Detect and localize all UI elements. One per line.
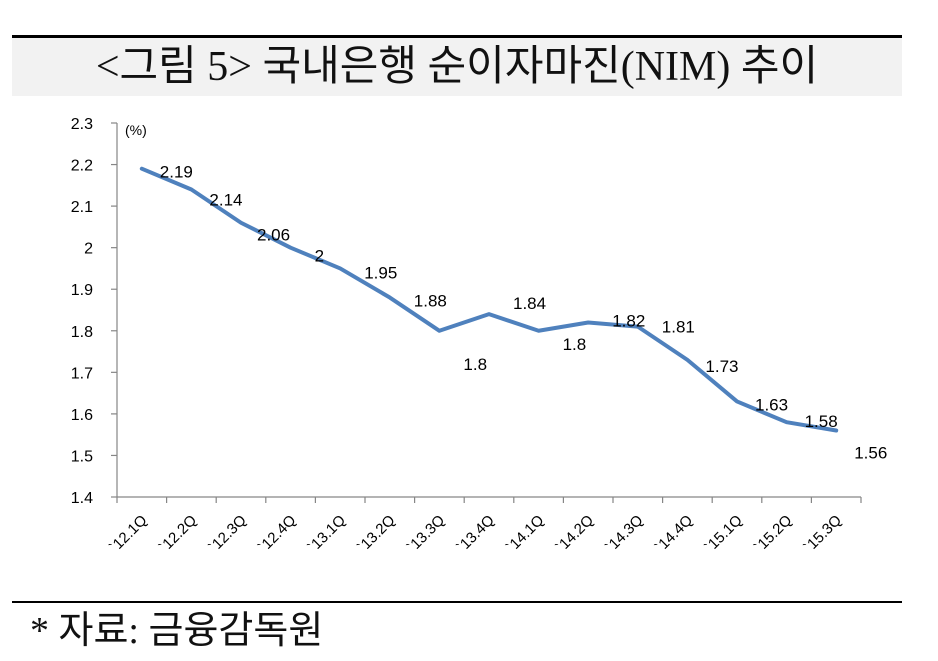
- data-label: 2: [315, 247, 324, 266]
- data-label: 2.19: [160, 163, 193, 182]
- chart-title: <그림 5> 국내은행 순이자마진(NIM) 추이: [95, 44, 819, 90]
- x-tick-label: `14.4Q: [652, 512, 696, 556]
- x-tick-label: `14.2Q: [553, 512, 597, 556]
- y-tick-label: 2.1: [71, 199, 93, 216]
- y-tick-label: 2: [84, 241, 93, 258]
- y-tick-label: 1.6: [71, 407, 93, 424]
- y-tick-label: 2.3: [71, 116, 93, 133]
- y-tick-label: 2.2: [71, 158, 93, 175]
- y-tick-label: 1.5: [71, 448, 93, 465]
- data-label: 1.88: [414, 292, 447, 311]
- x-tick-label: `12.2Q: [156, 512, 200, 556]
- data-label: 1.82: [612, 311, 645, 330]
- top-rule: [12, 35, 902, 38]
- data-label: 1.63: [755, 395, 788, 414]
- x-tick-label: `15.2Q: [751, 512, 795, 556]
- data-label: 1.81: [662, 318, 695, 337]
- data-label: 1.8: [463, 355, 487, 374]
- data-label: 1.56: [854, 444, 887, 463]
- y-tick-label: 1.9: [71, 282, 93, 299]
- data-label: 1.73: [705, 357, 738, 376]
- y-tick-label: 1.4: [71, 490, 93, 507]
- y-tick-label: 1.7: [71, 365, 93, 382]
- nim-line-chart: 1.41.51.61.71.81.922.12.22.3 (%)`12.1Q `12…: [71, 116, 888, 556]
- data-label: 1.95: [364, 263, 397, 282]
- x-tick-label: `12.3Q: [205, 512, 249, 556]
- data-label: 1.8: [563, 335, 587, 354]
- x-tick-label: `15.3Q: [801, 512, 845, 556]
- x-tick-label: `14.3Q: [602, 512, 646, 556]
- bottom-rule: [12, 601, 902, 603]
- unit-label: (%): [125, 122, 147, 138]
- nim-series-line: [139, 166, 839, 433]
- x-tick-label: `13.2Q: [354, 512, 398, 556]
- y-tick-label: 1.8: [71, 324, 93, 341]
- x-tick-label: `12.1Q: [106, 512, 150, 556]
- data-label: 2.14: [209, 190, 242, 209]
- data-label: 1.58: [805, 412, 838, 431]
- title-bar: <그림 5> 국내은행 순이자마진(NIM) 추이: [12, 38, 902, 96]
- source-note: * 자료: 금융감독원: [30, 610, 324, 652]
- x-tick-label: `12.4Q: [255, 512, 299, 556]
- data-label: 1.84: [513, 294, 546, 313]
- x-tick-label: `13.1Q: [305, 512, 349, 556]
- x-tick-label: `15.1Q: [701, 512, 745, 556]
- x-tick-label: `14.1Q: [503, 512, 547, 556]
- x-tick-label: `13.3Q: [404, 512, 448, 556]
- data-label: 2.06: [257, 226, 290, 245]
- x-tick-label: `13.4Q: [453, 512, 497, 556]
